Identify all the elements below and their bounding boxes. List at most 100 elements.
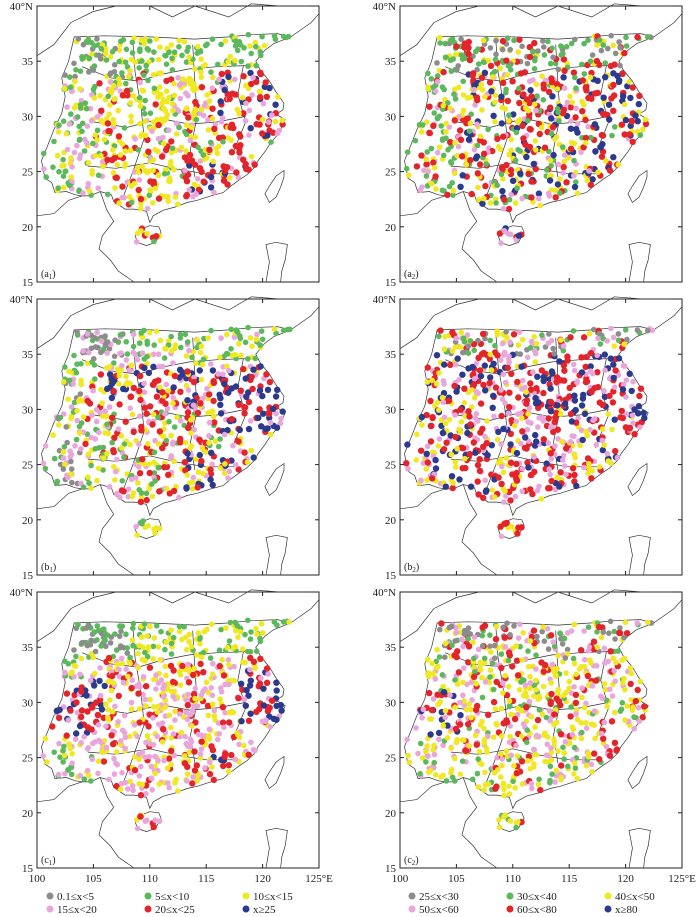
station-dot [517,170,524,177]
station-dot [637,385,645,392]
station-dot [89,412,95,419]
station-dot [571,172,577,179]
station-dot [454,152,461,159]
station-dot [546,193,553,199]
station-dot [83,105,90,112]
station-dot [578,735,585,742]
station-dot [226,468,233,475]
station-dot [482,679,489,685]
station-dot [617,44,623,51]
station-dot [165,780,171,786]
station-dot [635,403,643,410]
station-dot [467,94,474,100]
station-dot [531,693,537,699]
station-dot [80,348,86,354]
station-dot [436,370,442,376]
border-line-sw [399,781,446,803]
station-dot [278,415,284,422]
station-dot [602,74,609,81]
station-dot [252,39,259,46]
station-dot [194,652,200,658]
lat-tick-label: 40°N [10,587,33,599]
station-dot [249,343,255,350]
station-dot [112,468,119,475]
station-dot [508,191,514,198]
station-dot [549,771,555,777]
station-dot [403,165,410,172]
station-dot [536,693,543,699]
lat-tick-label: 25 [22,460,34,472]
station-dot [584,672,592,680]
station-dot [100,758,108,765]
border-line-north [512,3,671,18]
lat-tick-label: 35 [22,642,34,654]
station-dot [511,763,517,769]
station-dot [485,57,492,64]
station-dot [515,411,521,417]
station-dot [100,467,106,473]
station-dot [540,97,547,103]
station-dot [263,679,271,686]
station-dot [104,339,111,345]
station-dot [479,200,486,207]
station-dot [529,785,535,792]
station-dot [470,70,477,77]
station-dot [578,647,585,654]
station-dot [635,100,642,108]
station-dot [150,643,157,650]
station-dot [513,477,521,484]
station-dot [440,102,447,109]
station-dot [225,657,232,663]
station-dot [226,681,232,688]
station-dot [495,428,502,436]
station-dot [202,449,209,455]
station-dot [562,445,570,452]
station-dot [442,40,449,47]
station-dot [94,114,100,120]
station-dot [424,149,431,155]
station-dot [241,742,247,749]
station-dot [161,757,167,764]
station-dot [560,362,568,369]
station-dot [550,151,557,159]
station-dot [591,708,598,714]
station-dot [506,118,512,124]
station-dot [584,432,590,439]
station-dot [94,637,100,643]
station-dot [533,677,539,684]
station-dot [173,131,180,137]
station-dot [426,129,433,136]
station-dot [600,42,607,48]
station-dot [458,329,465,336]
station-dot [86,188,93,194]
station-dot [593,57,601,65]
station-dot [539,628,545,635]
station-dot [508,136,515,143]
station-dot [204,92,210,98]
station-dot [564,99,571,106]
lat-tick-label: 20 [385,808,397,820]
station-dot [161,355,168,361]
station-dot [526,405,533,411]
station-dot [74,142,80,149]
station-dot [636,718,642,725]
station-dot [598,730,605,737]
station-dot [162,400,169,407]
station-dot [146,753,153,760]
station-dot [608,325,614,332]
station-dot [195,469,202,475]
station-dot [102,637,108,643]
station-dot [264,386,272,393]
station-dot [158,91,164,98]
station-dot [628,697,634,703]
station-dot [151,449,158,456]
station-dot [510,111,517,118]
station-dot [159,444,166,452]
station-dot [200,470,206,477]
taiwan-outline [627,462,648,497]
station-dot [607,686,613,693]
station-dot [473,94,481,101]
station-dot [551,418,558,426]
station-dot [615,355,623,362]
station-dot [217,401,224,408]
